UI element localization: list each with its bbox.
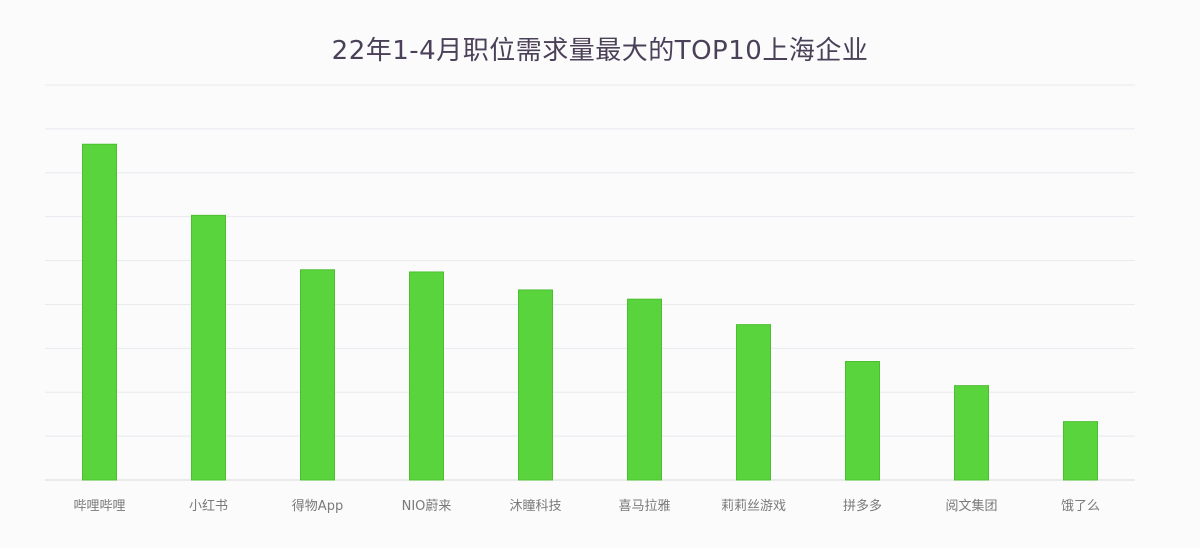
bar (82, 143, 117, 481)
x-tick-label: 喜马拉雅 (618, 499, 670, 514)
bar (1063, 421, 1098, 481)
x-tick-label: 小红书 (189, 498, 228, 514)
chart-title: 22年1-4月职位需求量最大的TOP10上海企业 (331, 36, 869, 66)
grid-lines (45, 84, 1135, 481)
bar (845, 361, 880, 481)
x-tick-label: 哔哩哔哩 (73, 499, 125, 514)
x-tick-label: 饿了么 (1061, 499, 1100, 514)
bar (954, 385, 989, 481)
bar (300, 269, 335, 481)
x-tick-label: 阅文集团 (945, 498, 997, 514)
bar (191, 214, 226, 481)
bars (82, 143, 1098, 481)
x-tick-labels: 哔哩哔哩 小红书 得物App NIO蔚来 沐瞳科技 喜马拉雅 莉莉丝游戏 拼多多 阅文集团 饿了么 (73, 498, 1100, 514)
x-tick-label: 得物App (292, 498, 343, 514)
x-tick-label: 莉莉丝游戏 (721, 499, 786, 514)
bar (736, 324, 771, 481)
x-tick-label: 沐瞳科技 (509, 499, 561, 514)
x-tick-label: 拼多多 (843, 498, 882, 514)
x-tick-label: NIO蔚来 (402, 499, 452, 514)
bar (409, 271, 444, 481)
bar (627, 298, 662, 481)
bar (518, 289, 553, 481)
